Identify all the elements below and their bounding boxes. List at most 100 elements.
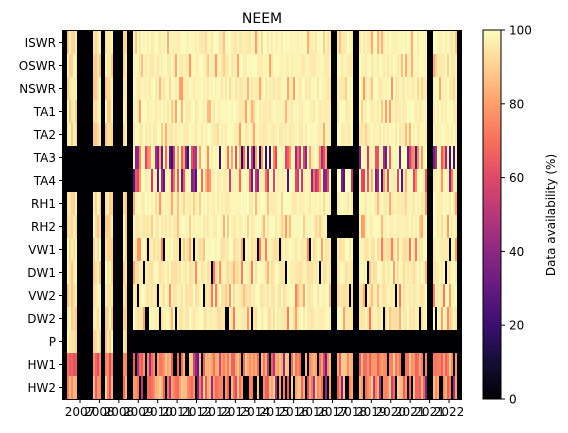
heatmap-cell bbox=[449, 284, 452, 308]
heatmap-cell bbox=[193, 123, 196, 147]
heatmap-cell bbox=[147, 307, 150, 331]
heatmap-cell bbox=[181, 123, 184, 147]
heatmap-cell bbox=[351, 284, 354, 308]
heatmap-cell bbox=[307, 238, 310, 262]
heatmap-cell bbox=[199, 238, 202, 262]
heatmap-cell bbox=[283, 215, 286, 239]
heatmap-cell bbox=[67, 77, 70, 101]
heatmap-cell bbox=[317, 192, 320, 216]
heatmap-cell bbox=[309, 31, 312, 55]
heatmap-cell bbox=[333, 238, 336, 262]
heatmap-cell bbox=[137, 100, 140, 124]
heatmap-cell bbox=[385, 261, 388, 285]
heatmap-cell bbox=[405, 353, 408, 377]
heatmap-cell bbox=[337, 215, 340, 239]
heatmap-cell bbox=[389, 77, 392, 101]
heatmap-cell bbox=[157, 376, 160, 400]
heatmap-cell bbox=[219, 54, 222, 78]
heatmap-cell bbox=[433, 376, 436, 400]
heatmap-cell bbox=[289, 353, 292, 377]
heatmap-cell bbox=[355, 169, 358, 193]
heatmap-cell bbox=[201, 192, 204, 216]
heatmap-cell bbox=[297, 307, 300, 331]
heatmap-cell bbox=[457, 169, 460, 193]
heatmap-cell bbox=[243, 307, 246, 331]
heatmap-cell bbox=[423, 77, 426, 101]
heatmap-cell bbox=[331, 123, 334, 147]
heatmap-cell bbox=[419, 146, 422, 170]
heatmap-cell bbox=[405, 100, 408, 124]
heatmap-cell bbox=[127, 261, 130, 285]
heatmap-cell bbox=[117, 330, 120, 354]
heatmap-cell bbox=[397, 54, 400, 78]
heatmap-cell bbox=[217, 376, 220, 400]
heatmap-cell bbox=[323, 307, 326, 331]
heatmap-cell bbox=[431, 261, 434, 285]
heatmap-cell bbox=[329, 169, 332, 193]
heatmap-cell bbox=[423, 284, 426, 308]
heatmap-cell bbox=[371, 238, 374, 262]
heatmap-cell bbox=[391, 238, 394, 262]
heatmap-cell bbox=[223, 54, 226, 78]
heatmap-cell bbox=[441, 31, 444, 55]
x-tick-label: 2008 bbox=[84, 405, 115, 419]
heatmap-cell bbox=[189, 353, 192, 377]
heatmap-cell bbox=[279, 284, 282, 308]
heatmap-cell bbox=[219, 100, 222, 124]
heatmap-cell bbox=[185, 307, 188, 331]
heatmap-cell bbox=[359, 330, 362, 354]
heatmap-cell bbox=[113, 215, 116, 239]
heatmap-cell bbox=[179, 284, 182, 308]
heatmap-cell bbox=[75, 215, 78, 239]
heatmap-cell bbox=[357, 353, 360, 377]
heatmap-cell bbox=[289, 215, 292, 239]
heatmap-cell bbox=[341, 100, 344, 124]
heatmap-cell bbox=[295, 192, 298, 216]
heatmap-cell bbox=[257, 215, 260, 239]
heatmap-cell bbox=[89, 54, 92, 78]
heatmap-cell bbox=[385, 146, 388, 170]
heatmap-cell bbox=[185, 215, 188, 239]
heatmap-cell bbox=[361, 261, 364, 285]
heatmap-cell bbox=[97, 123, 100, 147]
heatmap-cell bbox=[381, 192, 384, 216]
heatmap-cell bbox=[457, 307, 460, 331]
heatmap-cell bbox=[145, 169, 148, 193]
heatmap-cell bbox=[345, 376, 348, 400]
heatmap-cell bbox=[137, 31, 140, 55]
heatmap-cell bbox=[207, 146, 210, 170]
heatmap-cell bbox=[87, 307, 90, 331]
heatmap-cell bbox=[421, 215, 424, 239]
heatmap-cell bbox=[291, 100, 294, 124]
heatmap-cell bbox=[303, 376, 306, 400]
heatmap-cell bbox=[429, 215, 432, 239]
heatmap-cell bbox=[299, 31, 302, 55]
heatmap-cell bbox=[87, 330, 90, 354]
heatmap-cell bbox=[431, 238, 434, 262]
heatmap-cell bbox=[321, 261, 324, 285]
heatmap-cell bbox=[383, 261, 386, 285]
heatmap-cell bbox=[199, 31, 202, 55]
heatmap-cell bbox=[99, 54, 102, 78]
heatmap-cell bbox=[449, 238, 452, 262]
heatmap-cell bbox=[451, 376, 454, 400]
heatmap-cell bbox=[123, 54, 126, 78]
heatmap-cell bbox=[451, 353, 454, 377]
y-tick-label: RH1 bbox=[31, 197, 56, 211]
heatmap-cell bbox=[99, 307, 102, 331]
x-tick-label: 2013 bbox=[220, 405, 251, 419]
heatmap-cell bbox=[175, 215, 178, 239]
heatmap-cell bbox=[357, 307, 360, 331]
heatmap-cell bbox=[375, 123, 378, 147]
heatmap-cell bbox=[259, 238, 262, 262]
heatmap-cell bbox=[101, 330, 104, 354]
heatmap-cell bbox=[223, 238, 226, 262]
heatmap-cell bbox=[121, 307, 124, 331]
heatmap-cell bbox=[193, 261, 196, 285]
heatmap-cell bbox=[91, 146, 94, 170]
heatmap-cell bbox=[361, 215, 364, 239]
heatmap-cell bbox=[383, 31, 386, 55]
heatmap-cell bbox=[281, 261, 284, 285]
heatmap-cell bbox=[433, 238, 436, 262]
heatmap-cell bbox=[367, 100, 370, 124]
